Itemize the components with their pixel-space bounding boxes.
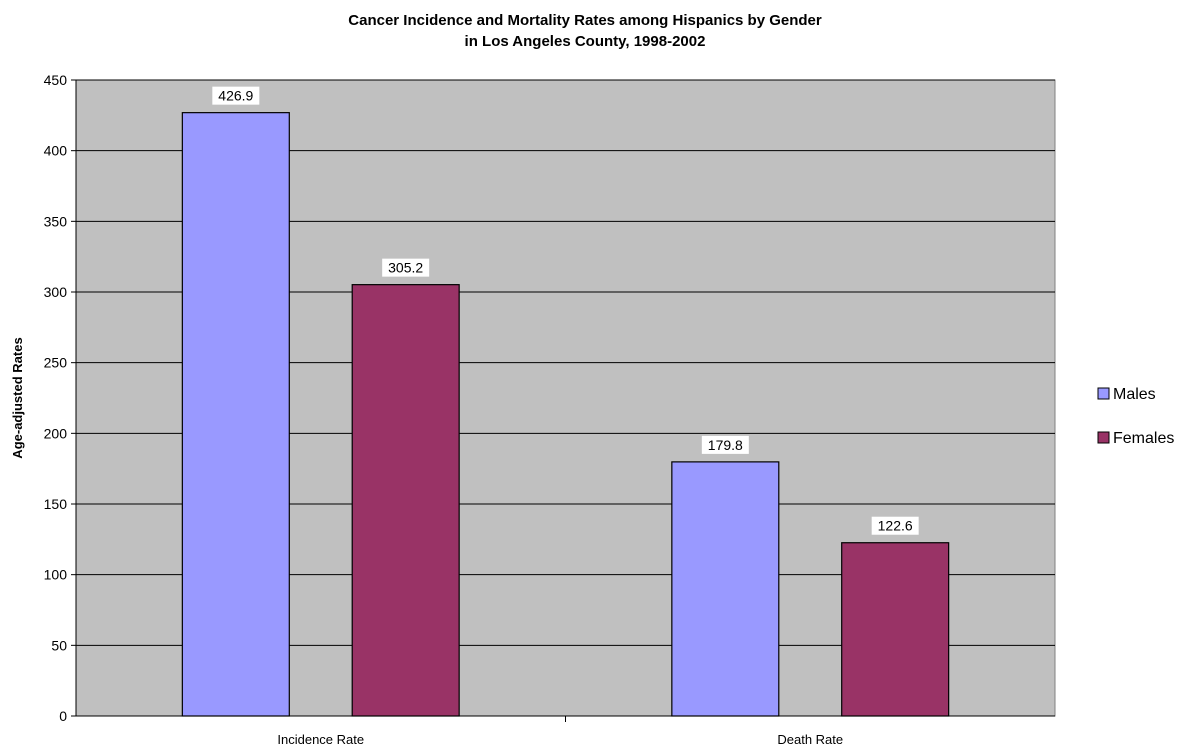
- y-tick-label: 0: [59, 708, 67, 724]
- chart-title: Cancer Incidence and Mortality Rates amo…: [348, 12, 822, 29]
- bars: [181, 112, 950, 717]
- data-label-bg: [701, 435, 749, 454]
- x-category-label: Death Rate: [777, 732, 843, 747]
- data-label-bg: [212, 86, 260, 105]
- legend-swatch-males: [1097, 387, 1110, 400]
- bar-males-incidence-rate: [181, 112, 290, 717]
- data-label: 426.9: [218, 88, 253, 104]
- y-tick-label: 100: [44, 567, 68, 583]
- y-tick-label: 300: [44, 284, 68, 300]
- y-tick-label: 350: [44, 213, 68, 229]
- y-axis-title: Age-adjusted Rates: [10, 337, 25, 458]
- data-label: 305.2: [388, 260, 423, 276]
- y-axis: 0 50 100 150 200 250 300 350 400 450: [44, 72, 77, 724]
- legend-label-females: Females: [1113, 430, 1174, 447]
- bar-males-death-rate: [671, 461, 780, 717]
- y-tick-label: 50: [51, 637, 67, 653]
- data-label-bg: [382, 258, 430, 277]
- legend: Males Females: [1097, 386, 1174, 447]
- data-labels: 426.9 305.2 179.8 122.6: [212, 86, 919, 535]
- y-tick-label: 250: [44, 355, 68, 371]
- legend-label-males: Males: [1113, 386, 1156, 403]
- y-tick-label: 400: [44, 143, 68, 159]
- data-label: 179.8: [708, 437, 743, 453]
- x-category-label: Incidence Rate: [277, 732, 364, 747]
- bar-females-incidence-rate: [351, 284, 460, 717]
- y-tick-label: 150: [44, 496, 68, 512]
- bar-females-death-rate: [841, 542, 950, 717]
- x-axis: Incidence Rate Death Rate: [76, 715, 1055, 747]
- y-tick-label: 450: [44, 72, 68, 88]
- legend-swatch-females: [1097, 431, 1110, 444]
- data-label: 122.6: [878, 518, 913, 534]
- data-label-bg: [871, 516, 919, 535]
- y-tick-label: 200: [44, 425, 68, 441]
- chart-subtitle: in Los Angeles County, 1998-2002: [465, 33, 706, 50]
